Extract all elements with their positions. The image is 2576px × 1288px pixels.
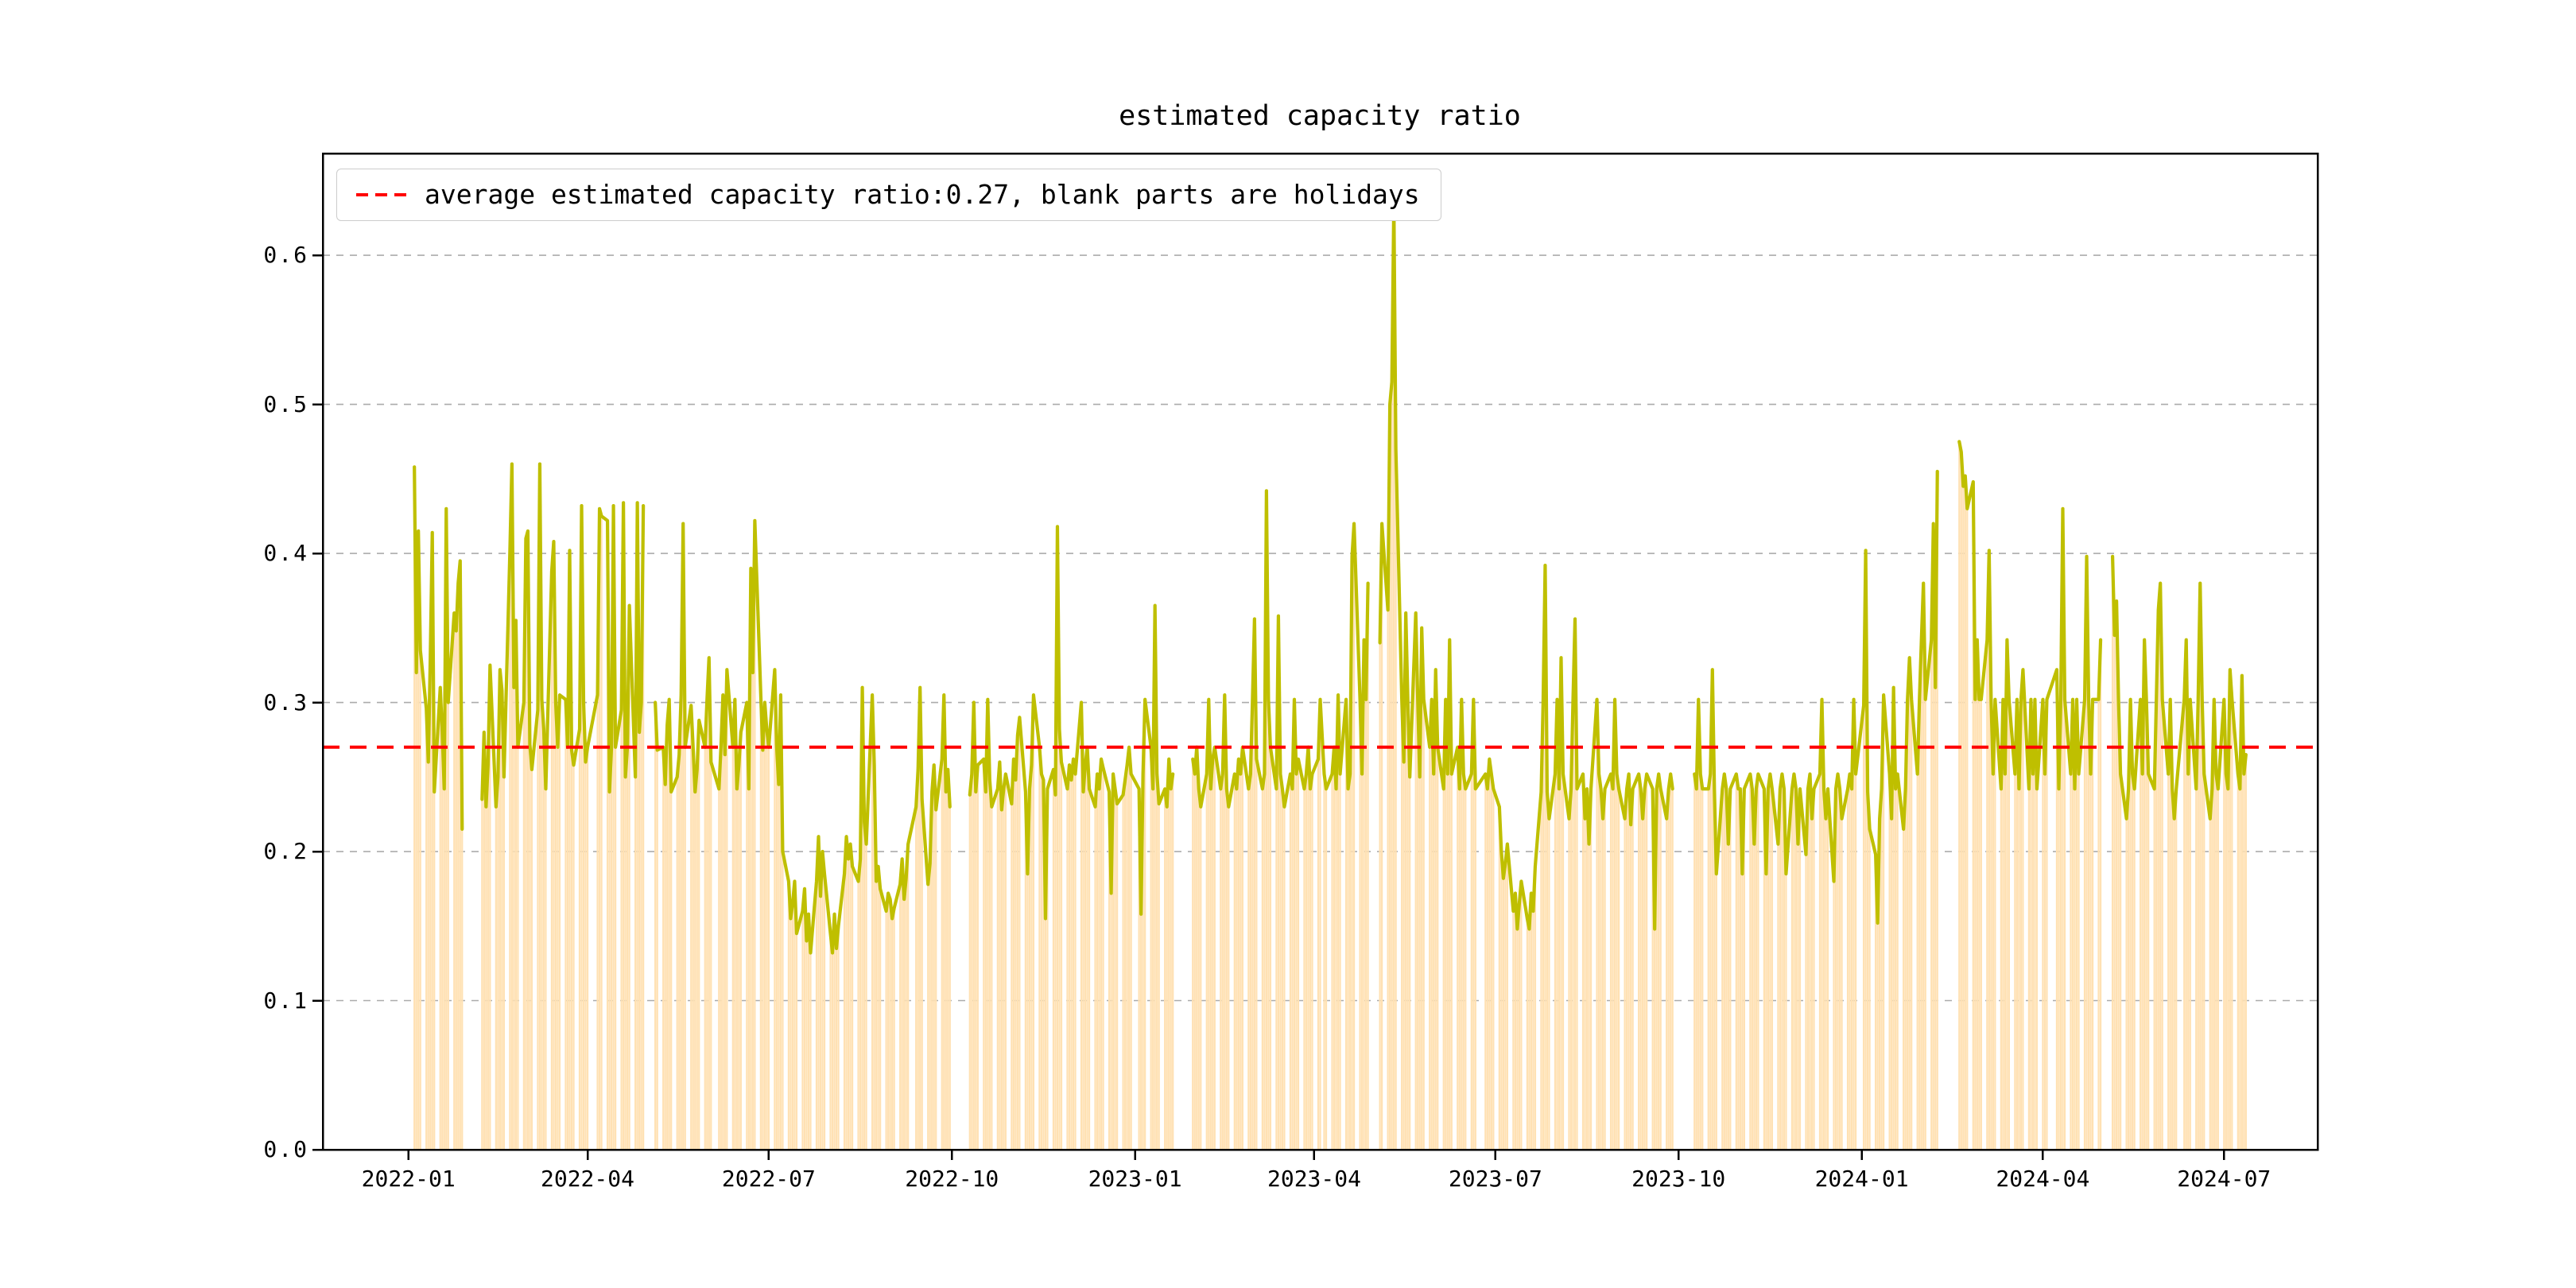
y-tick-label: 0.0 xyxy=(263,1136,308,1162)
legend-label: average estimated capacity ratio:0.27, b… xyxy=(425,179,1420,210)
average-line-legend-swatch xyxy=(356,193,409,196)
tick-marks xyxy=(312,254,2225,1160)
x-tick-label: 2023-04 xyxy=(1267,1166,1361,1192)
x-tick-label: 2024-01 xyxy=(1814,1166,1909,1192)
chart-title: estimated capacity ratio xyxy=(1119,100,1521,132)
x-tick-label: 2024-07 xyxy=(2177,1166,2271,1192)
x-tick-label: 2023-01 xyxy=(1088,1166,1182,1192)
y-tick-label: 0.6 xyxy=(263,242,308,269)
y-tick-label: 0.3 xyxy=(263,689,308,716)
x-tick-label: 2022-04 xyxy=(540,1166,634,1192)
x-tick-label: 2023-07 xyxy=(1448,1166,1542,1192)
y-tick-label: 0.2 xyxy=(263,838,308,864)
x-tick-label: 2023-10 xyxy=(1631,1166,1726,1192)
axes-spines xyxy=(321,152,2319,1151)
y-tick-label: 0.4 xyxy=(263,540,308,566)
capacity-ratio-line xyxy=(413,201,2248,955)
legend: average estimated capacity ratio:0.27, b… xyxy=(336,169,1441,221)
x-tick-label: 2024-04 xyxy=(1996,1166,2090,1192)
y-tick-label: 0.1 xyxy=(263,987,308,1014)
y-tick-label: 0.5 xyxy=(263,390,308,417)
x-tick-label: 2022-07 xyxy=(721,1166,816,1192)
x-tick-label: 2022-01 xyxy=(361,1166,456,1192)
daily-bars xyxy=(413,203,2247,1150)
x-tick-label: 2022-10 xyxy=(905,1166,999,1192)
